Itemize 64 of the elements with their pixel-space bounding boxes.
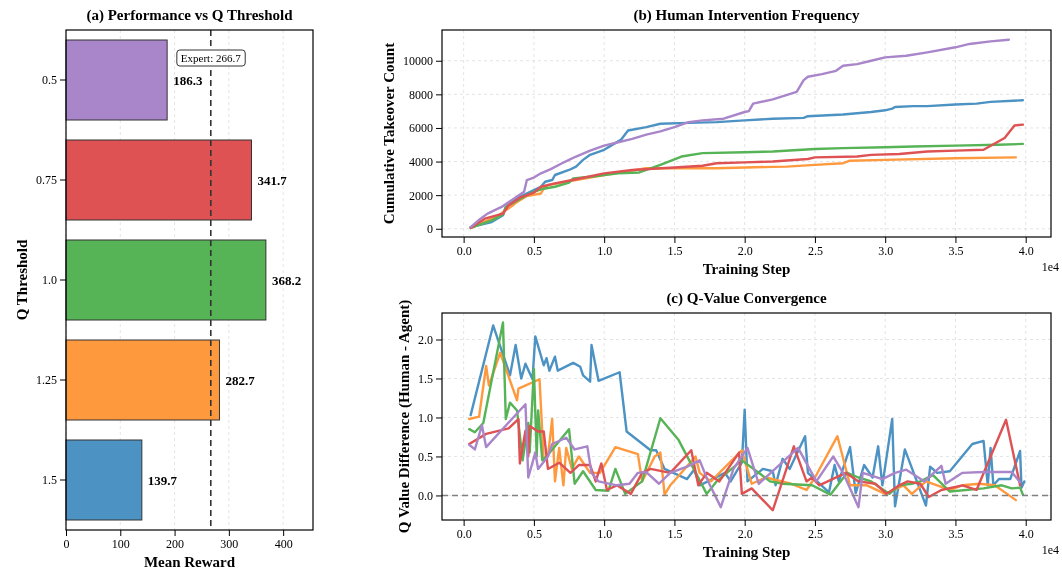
line-series <box>469 38 1011 229</box>
x-tick-label: 2.0 <box>737 526 753 541</box>
x-tick-label: 1.0 <box>597 526 613 541</box>
chart-title: (b) Human Intervention Frequency <box>633 7 860 24</box>
x-tick-label: 1.5 <box>667 526 683 541</box>
line-series <box>468 403 1022 509</box>
text: 1e4 <box>1041 543 1059 557</box>
x-tick-label: 1.5 <box>667 243 683 258</box>
data-label: 139.7 <box>147 472 178 488</box>
y-axis-title: Q Value Difference (Human - Agent) <box>396 299 413 534</box>
data-label: 282.7 <box>225 372 256 388</box>
x-tick-label: 3.0 <box>878 526 894 541</box>
y-tick-label: 0.5 <box>42 72 57 87</box>
y-tick-label: 8000 <box>409 87 433 102</box>
x-tick-label: 0.0 <box>456 243 472 258</box>
y-tick-label: 2000 <box>409 188 433 203</box>
line-series <box>468 417 1022 512</box>
y-tick-label: 4000 <box>409 154 433 169</box>
chart-title: (c) Q-Value Convergence <box>666 290 827 307</box>
x-tick-label: 100 <box>111 536 130 551</box>
x-tick-label: 0 <box>63 536 70 551</box>
y-tick-label: 1.5 <box>418 371 433 386</box>
x-tick-label: 300 <box>220 536 239 551</box>
bar <box>65 439 143 521</box>
y-tick-label: 6000 <box>409 121 433 136</box>
y-axis-title: Cumulative Takeover Count <box>381 42 397 225</box>
x-axis-title: Training Step <box>702 544 791 560</box>
data-label: 186.3 <box>173 72 203 88</box>
y-tick-label: 1.0 <box>418 410 433 425</box>
bar <box>65 39 168 121</box>
x-tick-label: 2.5 <box>807 526 823 541</box>
x-tick-label: 4.0 <box>1018 526 1034 541</box>
y-tick-label: 1.25 <box>36 372 57 387</box>
x-tick-label: 4.0 <box>1018 243 1034 258</box>
line-series <box>469 123 1025 230</box>
y-tick-label: 0.0 <box>418 488 433 503</box>
x-tick-label: 3.0 <box>878 243 894 258</box>
x-tick-label: 200 <box>166 536 185 551</box>
y-axis-title: Q Threshold <box>14 238 30 321</box>
x-tick-label: 0.5 <box>526 243 542 258</box>
x-tick-label: 0.5 <box>526 526 542 541</box>
x-tick-label: 2.5 <box>807 243 823 258</box>
x-axis-title: Mean Reward <box>143 554 236 570</box>
data-label: 341.7 <box>257 172 288 188</box>
line-series <box>468 351 1018 502</box>
x-tick-label: 400 <box>274 536 293 551</box>
x-tick-label: 1.0 <box>597 243 613 258</box>
x-tick-label: 0.0 <box>456 526 472 541</box>
chart-title: (a) Performance vs Q Threshold <box>86 7 294 24</box>
y-tick-label: 1.5 <box>42 472 57 487</box>
text: 1e4 <box>1041 260 1059 274</box>
x-axis-title: Training Step <box>702 261 791 277</box>
y-tick-label: 0.75 <box>36 172 57 187</box>
data-label: 368.2 <box>271 272 302 288</box>
x-tick-label: 3.5 <box>948 526 964 541</box>
ref-line-label: Expert: 266.7 <box>180 52 242 64</box>
y-tick-label: 1.0 <box>42 272 57 287</box>
x-tick-label: 3.5 <box>948 243 964 258</box>
x-tick-label: 2.0 <box>737 243 753 258</box>
y-tick-label: 0.5 <box>418 449 433 464</box>
y-tick-label: 0 <box>427 222 433 237</box>
line-series <box>469 142 1025 230</box>
y-tick-label: 2.0 <box>418 332 433 347</box>
y-tick-label: 10000 <box>403 54 433 69</box>
